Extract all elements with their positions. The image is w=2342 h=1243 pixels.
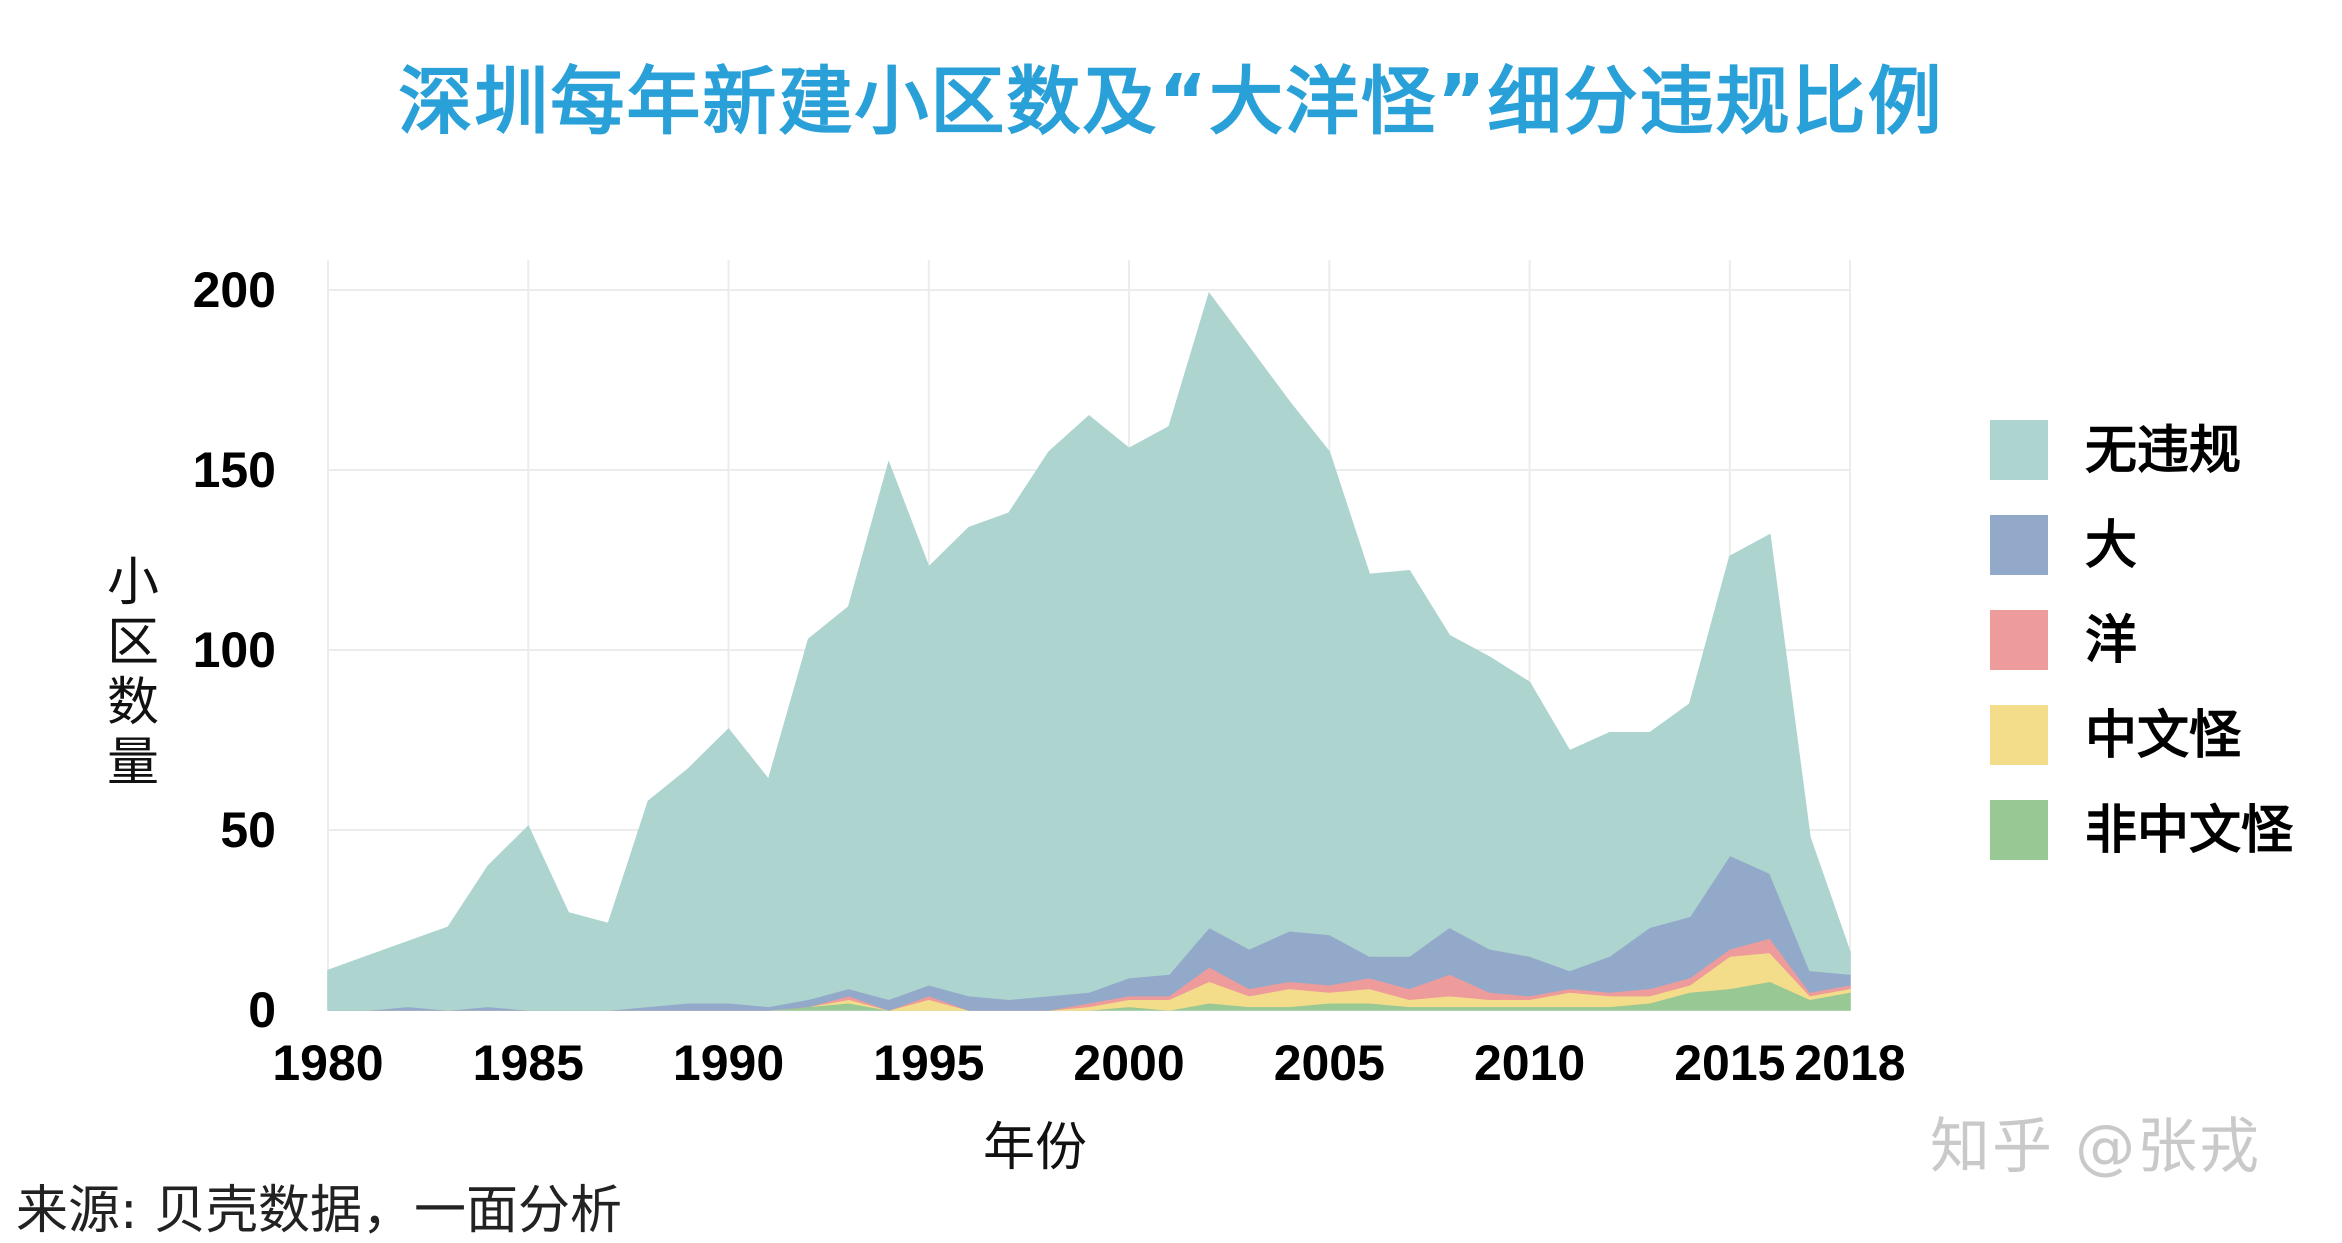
legend-label: 非中文怪	[2085, 801, 2294, 861]
legend-label: 大	[2085, 516, 2137, 576]
x-tick-label: 2005	[1274, 1035, 1385, 1091]
y-tick-label: 150	[193, 442, 276, 498]
x-tick-label: 2000	[1073, 1035, 1184, 1091]
source-note: 来源: 贝壳数据，一面分析	[16, 1181, 623, 1241]
legend-swatch	[1990, 800, 2048, 860]
y-axis-ticks: 0 50 100 150 200	[193, 262, 276, 1038]
y-tick-label: 200	[193, 262, 276, 318]
legend-swatch	[1990, 705, 2048, 765]
x-axis-label: 年份	[983, 1118, 1087, 1178]
y-axis-label-char: 数	[107, 673, 159, 733]
y-tick-label: 50	[220, 802, 276, 858]
x-axis-ticks: 1980 1985 1990 1995 2000 2005 2010 2015 2018	[272, 1035, 1905, 1091]
legend-label: 无违规	[2085, 421, 2241, 481]
area-series	[327, 291, 1851, 1011]
x-tick-label: 2015	[1674, 1035, 1785, 1091]
legend-label: 中文怪	[2085, 706, 2242, 766]
x-tick-label: 1980	[272, 1035, 383, 1091]
legend-swatch	[1990, 420, 2048, 480]
y-axis-label-char: 区	[107, 613, 159, 673]
x-tick-label: 2018	[1794, 1035, 1905, 1091]
x-tick-label: 1990	[673, 1035, 784, 1091]
x-tick-label: 1985	[473, 1035, 584, 1091]
y-tick-label: 0	[248, 982, 276, 1038]
legend-swatch	[1990, 515, 2048, 575]
y-axis-label: 小区数量	[107, 553, 159, 793]
legend-swatch	[1990, 610, 2048, 670]
y-axis-label-char: 小	[107, 553, 159, 613]
x-tick-label: 2010	[1474, 1035, 1585, 1091]
chart-title: 深圳每年新建小区数及“大洋怪”细分违规比例	[398, 59, 1944, 145]
x-tick-label: 1995	[873, 1035, 984, 1091]
legend-label: 洋	[2085, 611, 2137, 671]
y-tick-label: 100	[193, 622, 276, 678]
area-无违规	[327, 291, 1851, 1011]
y-axis-label-char: 量	[107, 733, 159, 793]
watermark: 知乎 @张戎	[1930, 1112, 2262, 1182]
